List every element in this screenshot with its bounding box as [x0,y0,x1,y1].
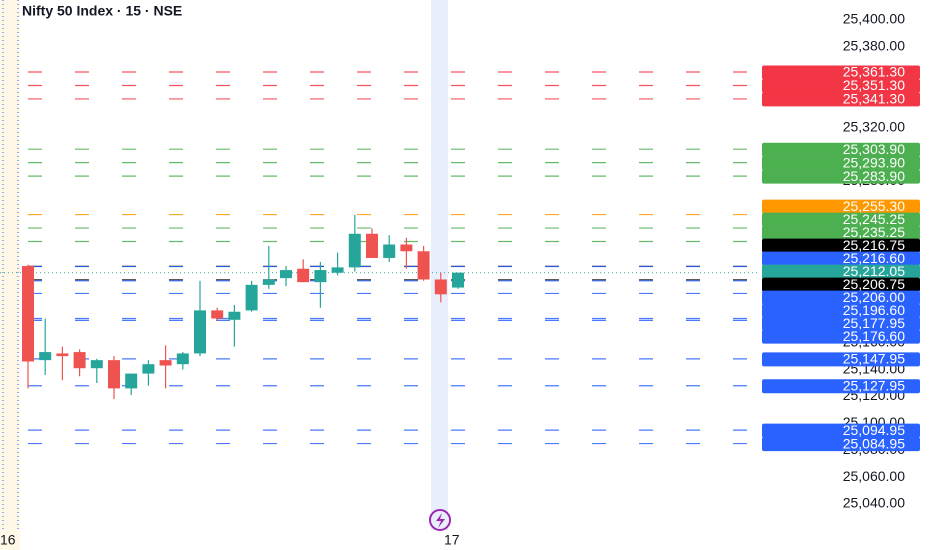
candle-body [73,352,86,369]
price-tag [762,290,920,305]
price-tag-label: 25,216.60 [843,250,905,266]
price-tag-label: 25,084.95 [843,435,905,451]
price-tag [762,303,920,318]
candle-body [314,270,327,283]
candle-body [262,279,275,285]
price-tag [762,437,920,452]
candle-body [125,373,138,389]
candle-body [90,360,103,369]
candle-body [297,268,310,283]
candle-body [159,360,172,366]
price-tag [762,156,920,171]
price-tag-label: 25,351.30 [843,77,905,93]
price-tag-label: 25,216.75 [843,237,905,253]
price-tag-label: 25,212.05 [843,263,905,279]
y-tick-label: 25,060.00 [843,468,905,484]
candle-body [280,270,292,279]
x-tick-label: 17 [444,532,460,548]
flash-icon[interactable] [429,509,451,531]
price-tag [762,212,920,227]
candle-body [348,233,361,268]
price-tag-label: 25,255.30 [843,198,905,214]
price-tag-label: 25,196.60 [843,302,905,318]
candle-body [56,353,69,357]
price-tag-label: 25,293.90 [843,154,905,170]
price-tag [762,264,920,279]
candle-body [452,272,464,288]
price-tag [762,379,920,394]
y-tick-label: 25,400.00 [843,11,905,27]
candle-body [245,284,258,311]
price-tag [762,199,920,214]
price-tag [762,65,920,80]
candle-body [228,311,241,320]
price-tag [762,251,920,266]
candle-body [194,310,206,354]
price-tag [762,238,920,253]
price-tag [762,316,920,331]
candle-body [211,310,224,319]
price-tag [762,142,920,157]
price-tag-label: 25,127.95 [843,377,905,393]
price-tag [762,225,920,240]
price-tag-label: 25,094.95 [843,422,905,438]
candle-body [434,279,447,295]
price-tag [762,277,920,292]
price-tag-label: 25,245.25 [843,211,905,227]
price-tag-label: 25,206.75 [843,276,905,292]
y-tick-label: 25,320.00 [843,118,905,134]
price-tag [762,78,920,93]
session-strip [0,0,20,550]
candle-body [383,244,396,258]
chart-title: Nifty 50 Index · 15 · NSE [22,3,182,19]
candle-body [22,266,34,362]
candle-body [176,353,189,365]
crosshair-column [431,0,448,530]
price-tag-label: 25,206.00 [843,289,905,305]
price-tag [762,329,920,344]
candle-body [142,364,155,374]
price-tag-label: 25,361.30 [843,64,905,80]
price-tag [762,169,920,184]
candle-body [366,233,378,258]
candle-body [417,251,430,280]
price-tag-label: 25,283.90 [843,168,905,184]
price-tag-label: 25,235.25 [843,224,905,240]
candle-body [39,352,52,361]
price-tag-label: 25,303.90 [843,141,905,157]
price-tag [762,423,920,438]
candle-body [331,267,344,273]
price-tag-label: 25,341.30 [843,91,905,107]
x-tick-label: 16 [0,532,16,548]
y-tick-label: 25,040.00 [843,495,905,511]
price-tag-label: 25,177.95 [843,315,905,331]
candle-body [400,244,413,252]
y-tick-label: 25,380.00 [843,38,905,54]
price-tag [762,352,920,367]
price-tag-label: 25,147.95 [843,351,905,367]
price-tag-label: 25,176.60 [843,328,905,344]
candle-body [108,360,120,389]
flash-bolt [436,513,445,528]
price-tag [762,92,920,107]
